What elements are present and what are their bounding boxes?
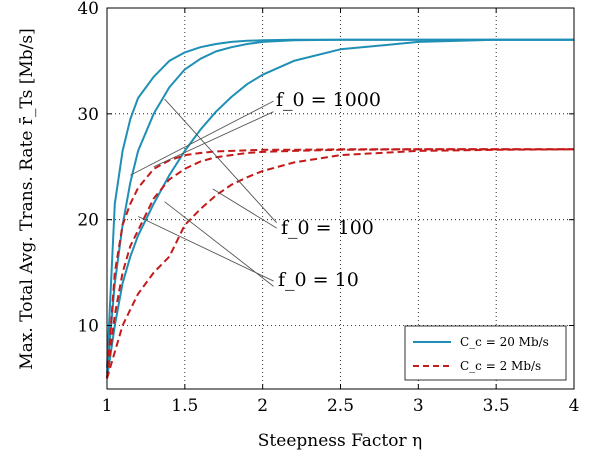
series-line-blue-f0-100 bbox=[106, 38, 574, 374]
x-axis-title: Steepness Factor η bbox=[258, 431, 422, 451]
series-line-blue-f0-10 bbox=[106, 38, 574, 379]
x-tick-label: 1 bbox=[102, 396, 113, 416]
x-tick-label: 1.5 bbox=[171, 396, 198, 416]
y-tick-label: 20 bbox=[77, 211, 99, 231]
x-tick-label: 3.5 bbox=[483, 396, 510, 416]
annotation-f0-1000: f_0 = 1000 bbox=[276, 89, 381, 111]
y-axis-title: Max. Total Avg. Trans. Rate r̄_Ts [Mb/s] bbox=[17, 28, 37, 369]
x-tick-label: 4 bbox=[569, 396, 580, 416]
legend: C_c = 20 Mb/s C_c = 2 Mb/s bbox=[404, 325, 567, 381]
pointer-f0-100-a bbox=[164, 98, 278, 224]
legend-label-cc20: C_c = 20 Mb/s bbox=[460, 335, 549, 349]
y-tick-label: 30 bbox=[77, 105, 99, 125]
pointer-f0-1000-a bbox=[130, 100, 274, 176]
series-group bbox=[106, 38, 575, 379]
legend-box bbox=[404, 325, 567, 381]
y-tick-label: 40 bbox=[77, 0, 99, 19]
y-tick-label: 10 bbox=[77, 317, 99, 337]
annotation-f0-10: f_0 = 10 bbox=[278, 269, 359, 291]
pointer-f0-1000-b bbox=[153, 111, 274, 168]
ticks: 1 1.5 2 2.5 3 3.5 4 10 20 30 40 bbox=[77, 0, 579, 416]
legend-label-cc2: C_c = 2 Mb/s bbox=[460, 359, 541, 373]
series-line-red-f0-100 bbox=[106, 148, 574, 379]
pointer-f0-10-b bbox=[164, 201, 274, 287]
pointer-f0-100-b bbox=[212, 188, 277, 229]
annotation-pointers bbox=[130, 98, 278, 287]
x-tick-label: 2.5 bbox=[327, 396, 354, 416]
pointer-f0-10-a bbox=[137, 216, 274, 282]
annotation-f0-100: f_0 = 100 bbox=[281, 217, 374, 239]
series-line-red-f0-10 bbox=[106, 148, 575, 379]
x-tick-label: 2 bbox=[257, 396, 268, 416]
x-tick-label: 3 bbox=[413, 396, 424, 416]
